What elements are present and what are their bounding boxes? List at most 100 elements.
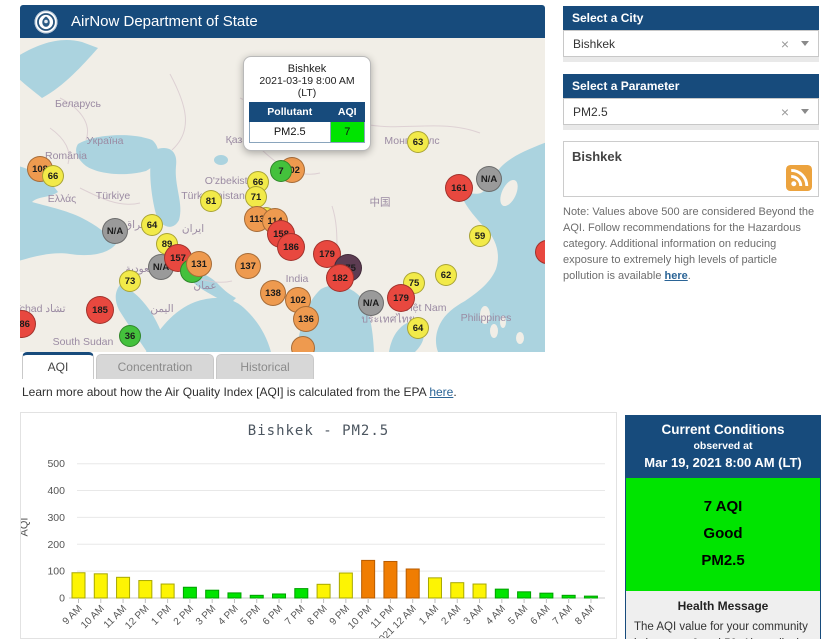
beyond-aqi-note: Note: Values above 500 are considered Be… bbox=[563, 205, 819, 285]
cc-health-title: Health Message bbox=[677, 599, 769, 613]
current-conditions-header: Current Conditions observed at Mar 19, 2… bbox=[626, 416, 820, 478]
rss-feed-box: Bishkek bbox=[563, 141, 819, 197]
x-tick-label: 6 AM bbox=[529, 603, 553, 627]
aqi-marker[interactable]: 73 bbox=[119, 270, 141, 292]
parameter-widget-strip bbox=[563, 125, 819, 130]
aqi-marker[interactable] bbox=[535, 240, 545, 264]
aqi-marker[interactable]: 7 bbox=[270, 160, 292, 182]
x-tick-label: 4 AM bbox=[484, 603, 508, 627]
aqi-marker[interactable]: 131 bbox=[186, 251, 212, 277]
city-chevron-down-icon[interactable] bbox=[801, 41, 809, 46]
aqi-marker[interactable]: 59 bbox=[469, 225, 491, 247]
x-tick-label: 5 PM bbox=[239, 603, 263, 627]
aqi-marker[interactable]: N/A bbox=[476, 166, 502, 192]
x-tick-label: 2 PM bbox=[172, 603, 196, 627]
map-label: South Sudan bbox=[52, 336, 114, 348]
aqi-marker[interactable]: N/A bbox=[358, 290, 384, 316]
app-title: AirNow Department of State bbox=[71, 13, 258, 30]
chart-bar bbox=[427, 577, 442, 599]
parameter-clear-icon[interactable]: × bbox=[780, 103, 789, 120]
tab-aqi[interactable]: AQI bbox=[22, 352, 94, 379]
chart-bar bbox=[272, 593, 287, 599]
city-widget-strip bbox=[563, 57, 819, 62]
aqi-marker[interactable]: 182 bbox=[326, 264, 354, 292]
parameter-select[interactable]: PM2.5 × bbox=[563, 98, 819, 125]
cc-health-section: Health Message The AQI value for your co… bbox=[626, 591, 820, 639]
aqi-marker[interactable]: 66 bbox=[42, 165, 64, 187]
aqi-marker[interactable]: 64 bbox=[141, 214, 163, 236]
parameter-widget-header: Select a Parameter bbox=[563, 74, 819, 98]
chart-bar bbox=[316, 583, 331, 599]
popup-table: Pollutant AQI PM2.5 7 bbox=[249, 102, 365, 143]
aqi-marker[interactable]: 81 bbox=[200, 190, 222, 212]
y-tick-label: 300 bbox=[47, 512, 65, 524]
aqi-marker[interactable]: 63 bbox=[407, 131, 429, 153]
learn-more-suffix: . bbox=[453, 385, 457, 399]
x-tick-label: 4 PM bbox=[216, 603, 240, 627]
chart-bar bbox=[93, 573, 108, 599]
x-tick-label: 7 PM bbox=[283, 603, 307, 627]
x-tick-label: 12 PM bbox=[123, 603, 151, 631]
popup-aqi-value: 7 bbox=[329, 121, 365, 143]
aqi-marker[interactable]: 179 bbox=[313, 240, 341, 268]
aqi-marker[interactable]: 179 bbox=[387, 284, 415, 312]
learn-more-text: Learn more about how the Air Quality Ind… bbox=[22, 385, 457, 399]
map-label: O'zbekiston bbox=[204, 175, 260, 187]
aqi-marker[interactable]: 186 bbox=[277, 233, 305, 261]
epa-here-link[interactable]: here bbox=[429, 385, 454, 399]
parameter-chevron-down-icon[interactable] bbox=[801, 109, 809, 114]
chart-title: Bishkek - PM2.5 bbox=[247, 423, 390, 439]
aqi-marker[interactable]: 136 bbox=[293, 306, 319, 332]
aqi-marker[interactable]: 62 bbox=[435, 264, 457, 286]
current-conditions-panel: Current Conditions observed at Mar 19, 2… bbox=[625, 415, 821, 639]
chart-bar bbox=[517, 591, 532, 599]
aqi-map[interactable]: БеларусьУкраїнаRomâniaҚазақстанTürkiyeΕλ… bbox=[20, 38, 545, 352]
aqi-marker[interactable] bbox=[291, 336, 315, 352]
note-here-link[interactable]: here bbox=[664, 269, 688, 282]
map-label: Türkiye bbox=[95, 190, 131, 202]
aqi-marker[interactable]: 161 bbox=[445, 174, 473, 202]
city-select[interactable]: Bishkek × bbox=[563, 30, 819, 57]
chart-bar bbox=[338, 572, 353, 599]
x-tick-label: 7 AM bbox=[551, 603, 575, 627]
aqi-marker[interactable]: 71 bbox=[245, 186, 267, 208]
city-select-value: Bishkek bbox=[573, 36, 616, 51]
x-tick-label: 10 AM bbox=[79, 603, 107, 631]
x-tick-label: 8 PM bbox=[305, 603, 329, 627]
tab-concentration[interactable]: Concentration bbox=[96, 354, 214, 379]
aqi-marker[interactable]: 185 bbox=[86, 296, 114, 324]
popup-timezone: (LT) bbox=[297, 87, 317, 99]
x-tick-label: 1 AM bbox=[417, 603, 441, 627]
chart-bar bbox=[182, 586, 197, 599]
popup-city: Bishkek bbox=[287, 63, 327, 75]
tab-historical[interactable]: Historical bbox=[216, 354, 314, 379]
city-clear-icon[interactable]: × bbox=[780, 35, 789, 52]
popup-aqi-header: AQI bbox=[329, 102, 365, 122]
chart-bar bbox=[561, 594, 576, 599]
aqi-marker[interactable]: N/A bbox=[102, 218, 128, 244]
chart-bar bbox=[249, 594, 264, 599]
chart-bar bbox=[539, 592, 554, 599]
city-widget: Select a City Bishkek × bbox=[563, 6, 819, 62]
chart-bar bbox=[116, 576, 131, 599]
cc-observed-at: observed at bbox=[693, 440, 753, 452]
map-label: ايران bbox=[181, 223, 205, 235]
aqi-marker[interactable]: 64 bbox=[407, 317, 429, 339]
aqi-marker[interactable]: 36 bbox=[119, 325, 141, 347]
popup-datetime: 2021-03-19 8:00 AM bbox=[259, 75, 355, 87]
chart-bar bbox=[205, 589, 220, 599]
x-tick-label: 8 AM bbox=[573, 603, 597, 627]
map-overlay: БеларусьУкраїнаRomâniaҚазақстанTürkiyeΕλ… bbox=[20, 38, 545, 352]
map-popup: Bishkek 2021-03-19 8:00 AM (LT) Pollutan… bbox=[243, 56, 371, 151]
cc-health-text: The AQI value for your community is betw… bbox=[634, 621, 808, 639]
parameter-select-value: PM2.5 bbox=[573, 104, 608, 119]
parameter-widget: Select a Parameter PM2.5 × bbox=[563, 74, 819, 130]
aqi-marker[interactable]: 138 bbox=[260, 280, 286, 306]
chart-bar bbox=[405, 568, 420, 599]
rss-icon[interactable] bbox=[786, 165, 812, 191]
chart-bar bbox=[71, 572, 86, 599]
cc-datetime: Mar 19, 2021 8:00 AM (LT) bbox=[644, 455, 802, 470]
note-suffix: . bbox=[687, 269, 691, 282]
aqi-marker[interactable]: 137 bbox=[235, 253, 261, 279]
